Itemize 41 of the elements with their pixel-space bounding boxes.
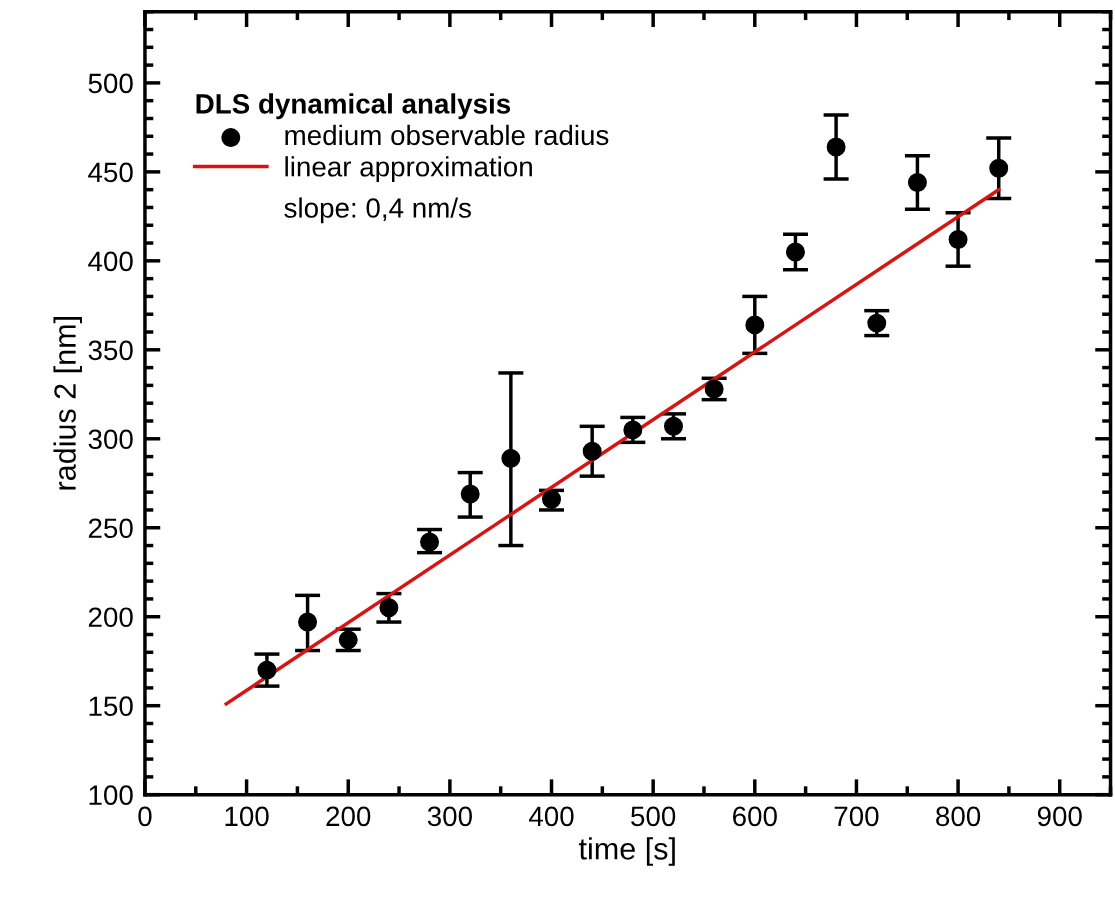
x-tick-label: 700 — [834, 806, 879, 827]
point — [623, 420, 643, 440]
y-tick-label: 350 — [88, 340, 133, 361]
point — [989, 158, 1009, 178]
y-tick-label: 400 — [88, 251, 133, 272]
point — [460, 484, 480, 504]
y-tick-label: 100 — [89, 785, 133, 805]
x-tick-label: 0 — [138, 806, 152, 827]
legend-label: medium observable radius — [285, 124, 609, 146]
point — [379, 598, 399, 618]
x-tick-label: 300 — [427, 806, 472, 827]
x-tick-label: 100 — [225, 806, 269, 827]
point — [420, 532, 440, 552]
y-tick-label: 250 — [88, 518, 133, 539]
legend-title: DLS dynamical analysis — [196, 93, 511, 120]
x-tick-label: 800 — [936, 806, 981, 827]
point — [867, 313, 887, 333]
y-tick-label: 500 — [88, 73, 133, 94]
point — [664, 416, 683, 436]
point — [501, 448, 521, 468]
x-tick-label: 900 — [1037, 806, 1082, 827]
annotation: slope: 0,4 nm/s — [284, 197, 471, 224]
y-axis-title: radius 2 [nm] — [53, 317, 82, 490]
point — [907, 173, 927, 193]
y-tick-label: 300 — [88, 429, 133, 450]
point — [582, 441, 602, 461]
x-tick-label: 500 — [631, 806, 676, 827]
point — [298, 612, 318, 632]
x-tick-label: 600 — [733, 806, 777, 827]
point — [257, 660, 277, 680]
point — [785, 242, 805, 262]
legend-label: linear approximation — [285, 156, 532, 183]
point — [826, 137, 846, 157]
point — [745, 315, 765, 335]
y-tick-label: 200 — [88, 607, 133, 628]
y-tick-label: 450 — [88, 162, 133, 183]
point — [948, 230, 968, 249]
x-tick-label: 200 — [326, 806, 371, 827]
x-axis-title: time [s] — [578, 837, 675, 866]
y-tick-label: 150 — [89, 696, 133, 717]
x-tick-label: 400 — [528, 806, 574, 827]
